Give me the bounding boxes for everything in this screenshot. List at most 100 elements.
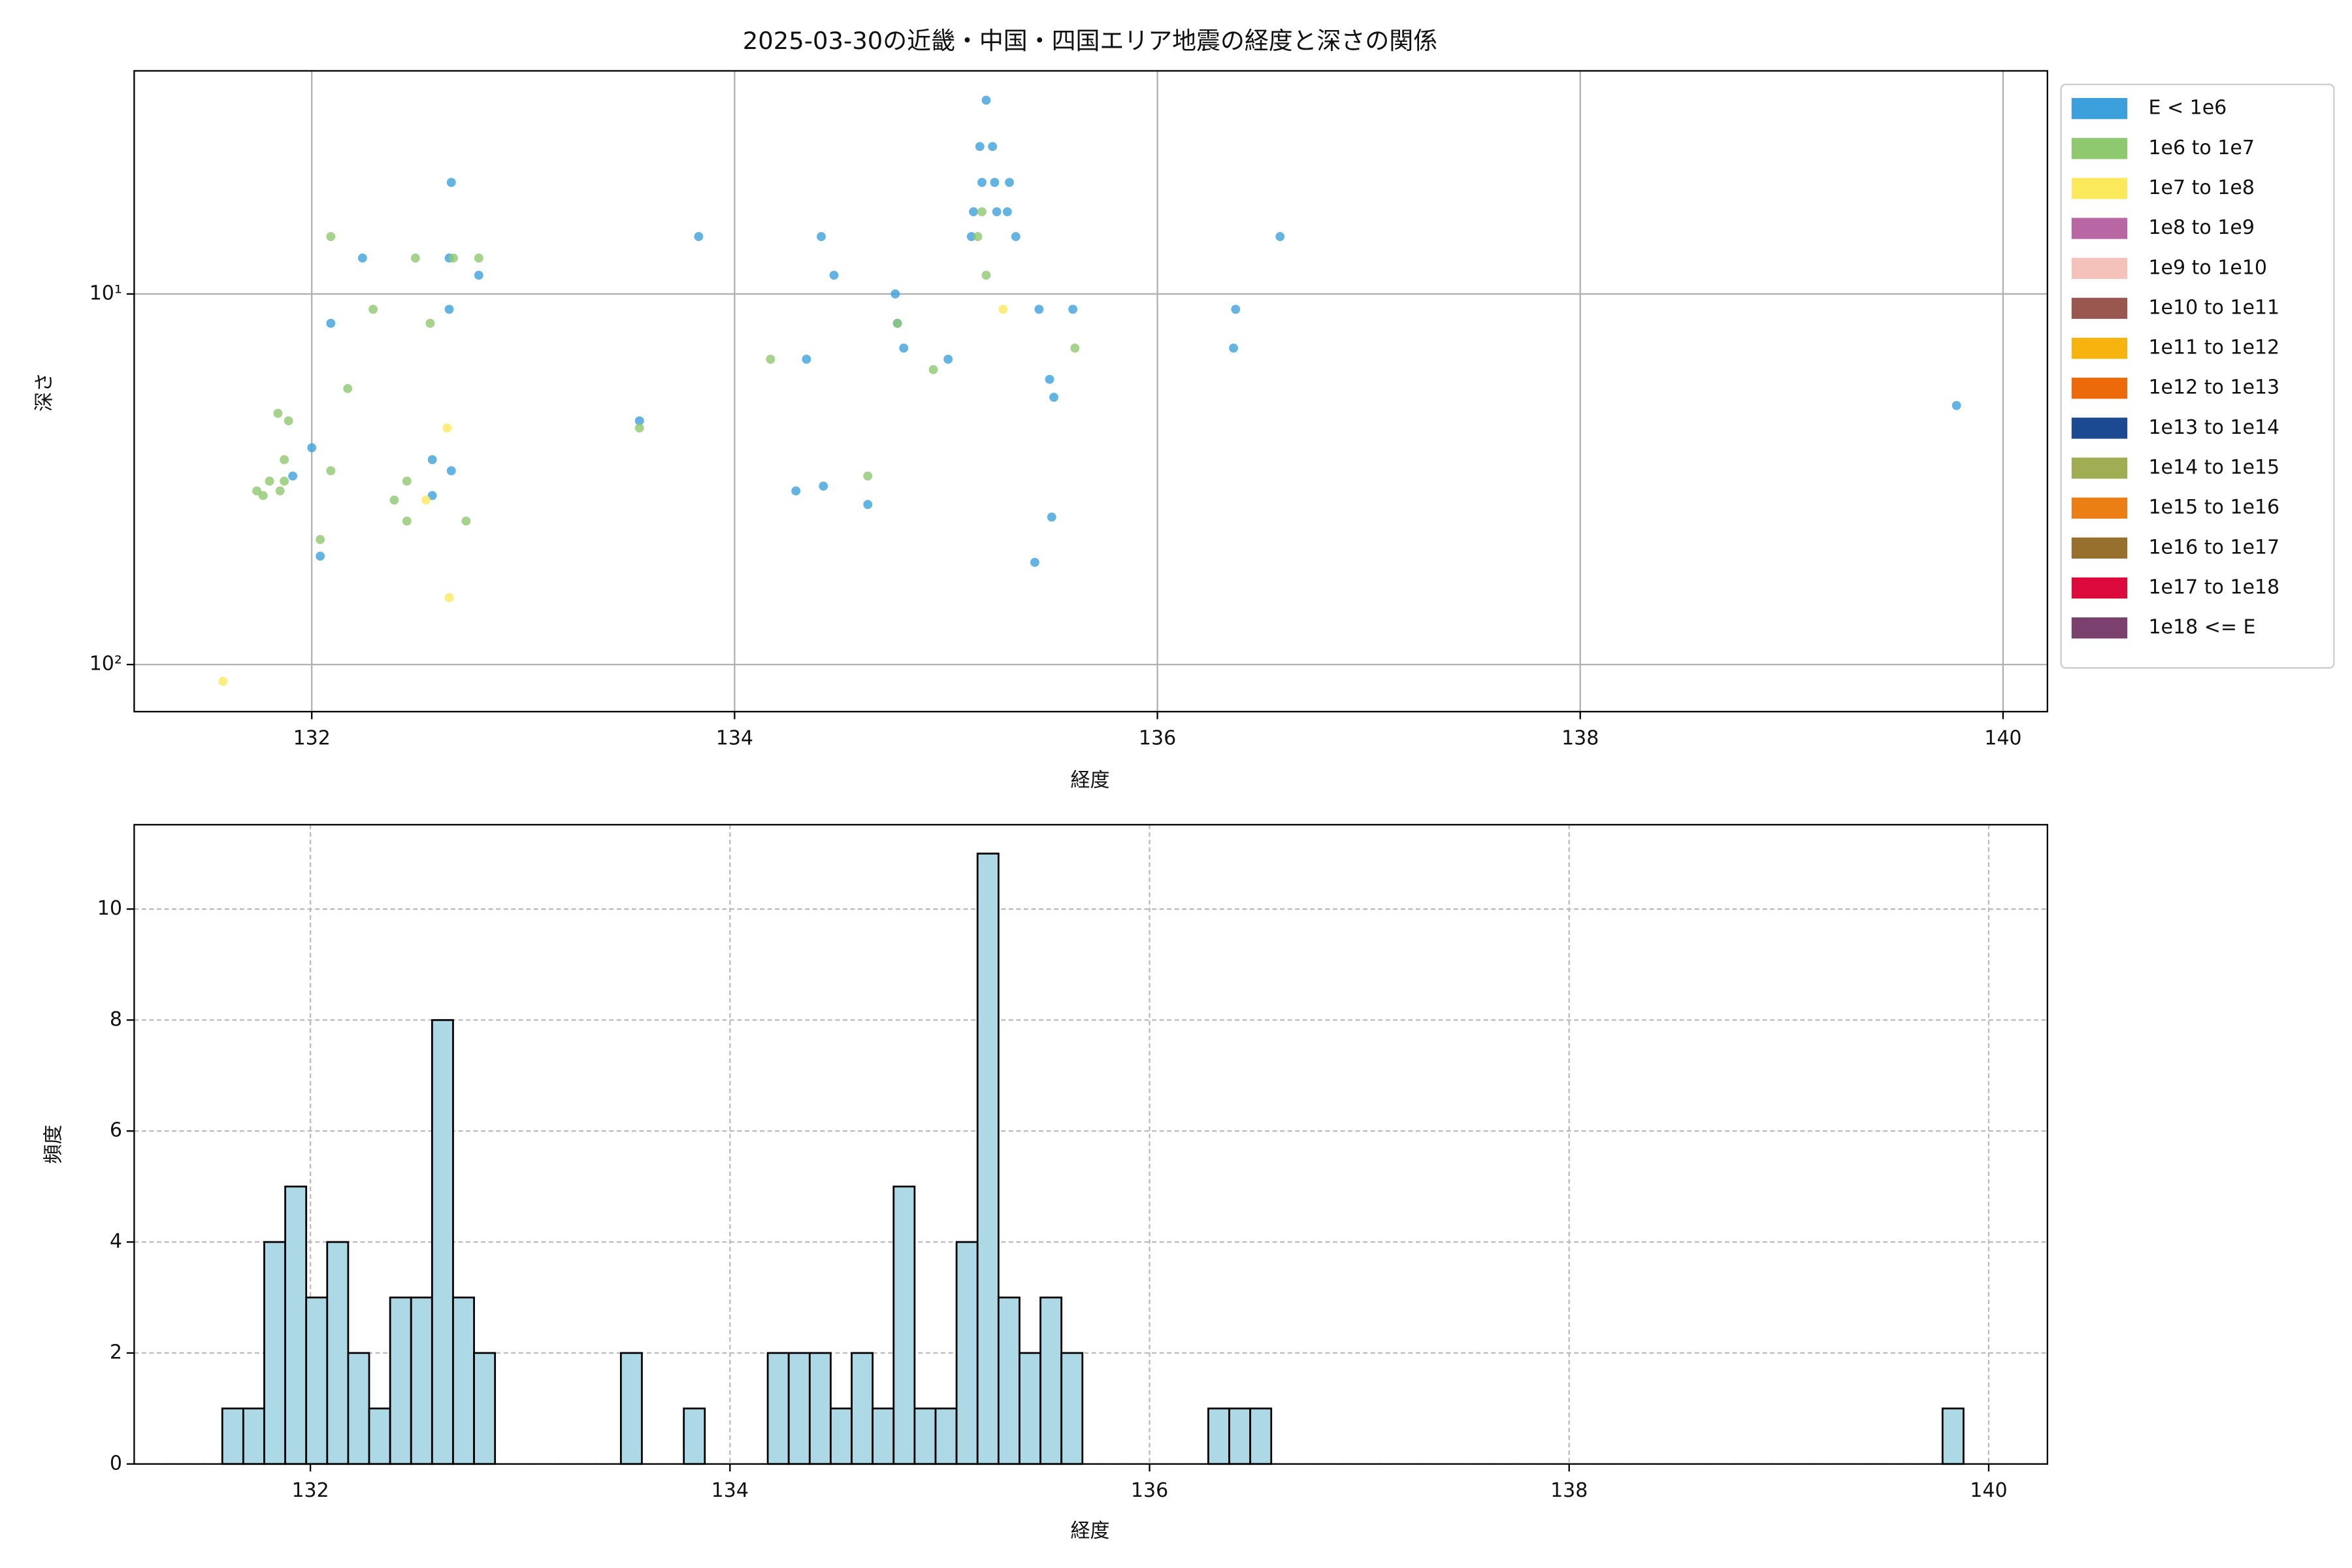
- bar: [683, 1407, 706, 1465]
- bar: [347, 1352, 370, 1465]
- y-axis-label: 頻度: [42, 1125, 65, 1164]
- x-tick-label: 132: [293, 727, 331, 749]
- point: [766, 354, 776, 364]
- point: [461, 516, 471, 526]
- bar: [619, 1352, 643, 1465]
- point: [284, 416, 293, 426]
- legend-label: 1e15 to 1e16: [2148, 496, 2279, 519]
- point: [357, 253, 367, 263]
- bar: [1228, 1407, 1252, 1465]
- bar: [389, 1296, 412, 1465]
- point: [1070, 343, 1080, 353]
- point: [425, 318, 435, 328]
- point: [1231, 304, 1241, 314]
- point: [981, 270, 991, 280]
- bar: [242, 1407, 265, 1465]
- bar: [1207, 1407, 1230, 1465]
- x-axis-label: 経度: [1070, 769, 1109, 792]
- legend-label: 1e9 to 1e10: [2148, 256, 2267, 279]
- point: [444, 304, 454, 314]
- chart-title: 2025-03-30の近畿・中国・四国エリア地震の経度と深さの関係: [743, 27, 1437, 55]
- point: [273, 408, 283, 418]
- point: [389, 495, 399, 505]
- point: [977, 207, 987, 217]
- y-tick-label: 2: [110, 1341, 122, 1364]
- point: [280, 476, 289, 486]
- point: [975, 142, 985, 152]
- point: [817, 232, 826, 242]
- point: [1011, 232, 1021, 242]
- y-tick-label: 0: [110, 1452, 122, 1475]
- point: [218, 676, 228, 686]
- legend-swatch: [2071, 417, 2128, 439]
- legend-swatch: [2071, 457, 2128, 479]
- point: [1034, 304, 1044, 314]
- point: [819, 482, 828, 491]
- bar: [1019, 1352, 1041, 1465]
- bar: [872, 1407, 895, 1465]
- bar: [305, 1296, 329, 1465]
- point: [928, 365, 938, 374]
- point: [326, 318, 336, 328]
- point: [969, 207, 978, 217]
- point: [265, 476, 274, 486]
- bar: [410, 1296, 433, 1465]
- point: [343, 384, 353, 393]
- point: [988, 142, 998, 152]
- legend-swatch: [2071, 138, 2128, 159]
- point: [421, 495, 431, 505]
- bar: [368, 1407, 391, 1465]
- point: [1005, 178, 1014, 188]
- point: [442, 423, 452, 433]
- x-tick-label: 134: [716, 727, 753, 749]
- point: [258, 491, 268, 500]
- point: [863, 471, 873, 481]
- bar: [955, 1241, 979, 1465]
- bar: [892, 1185, 916, 1465]
- legend-label: 1e12 to 1e13: [2148, 376, 2279, 399]
- bar: [1039, 1296, 1063, 1465]
- point: [973, 232, 983, 242]
- point: [634, 423, 644, 433]
- point: [288, 471, 297, 481]
- bar: [473, 1352, 497, 1465]
- point: [829, 270, 839, 280]
- bar: [830, 1407, 853, 1465]
- point: [634, 416, 644, 426]
- y-tick-label: 10¹: [90, 282, 122, 304]
- point: [446, 178, 456, 188]
- point: [316, 551, 325, 561]
- point: [307, 443, 317, 453]
- point: [474, 270, 483, 280]
- bar: [1941, 1407, 1965, 1465]
- legend-swatch: [2071, 218, 2128, 239]
- point: [966, 232, 976, 242]
- x-tick-label: 136: [1139, 727, 1176, 749]
- point: [1047, 512, 1056, 522]
- bar: [263, 1241, 286, 1465]
- point: [1229, 343, 1238, 353]
- point: [368, 304, 378, 314]
- legend-label: 1e16 to 1e17: [2148, 536, 2279, 559]
- point: [981, 95, 991, 105]
- x-tick-label: 132: [291, 1479, 329, 1502]
- legend-swatch: [2071, 617, 2128, 639]
- point: [326, 232, 336, 242]
- bar: [452, 1296, 475, 1465]
- point: [1002, 207, 1012, 217]
- legend-swatch: [2071, 178, 2128, 199]
- bar: [787, 1352, 811, 1465]
- bar: [326, 1241, 350, 1465]
- legend-swatch: [2071, 537, 2128, 559]
- point: [444, 593, 454, 602]
- x-tick-label: 138: [1561, 727, 1599, 749]
- point: [474, 253, 483, 263]
- bar: [913, 1407, 937, 1465]
- point: [410, 253, 420, 263]
- point: [1068, 304, 1078, 314]
- point: [402, 476, 412, 486]
- legend-label: 1e14 to 1e15: [2148, 456, 2279, 479]
- point: [899, 343, 909, 353]
